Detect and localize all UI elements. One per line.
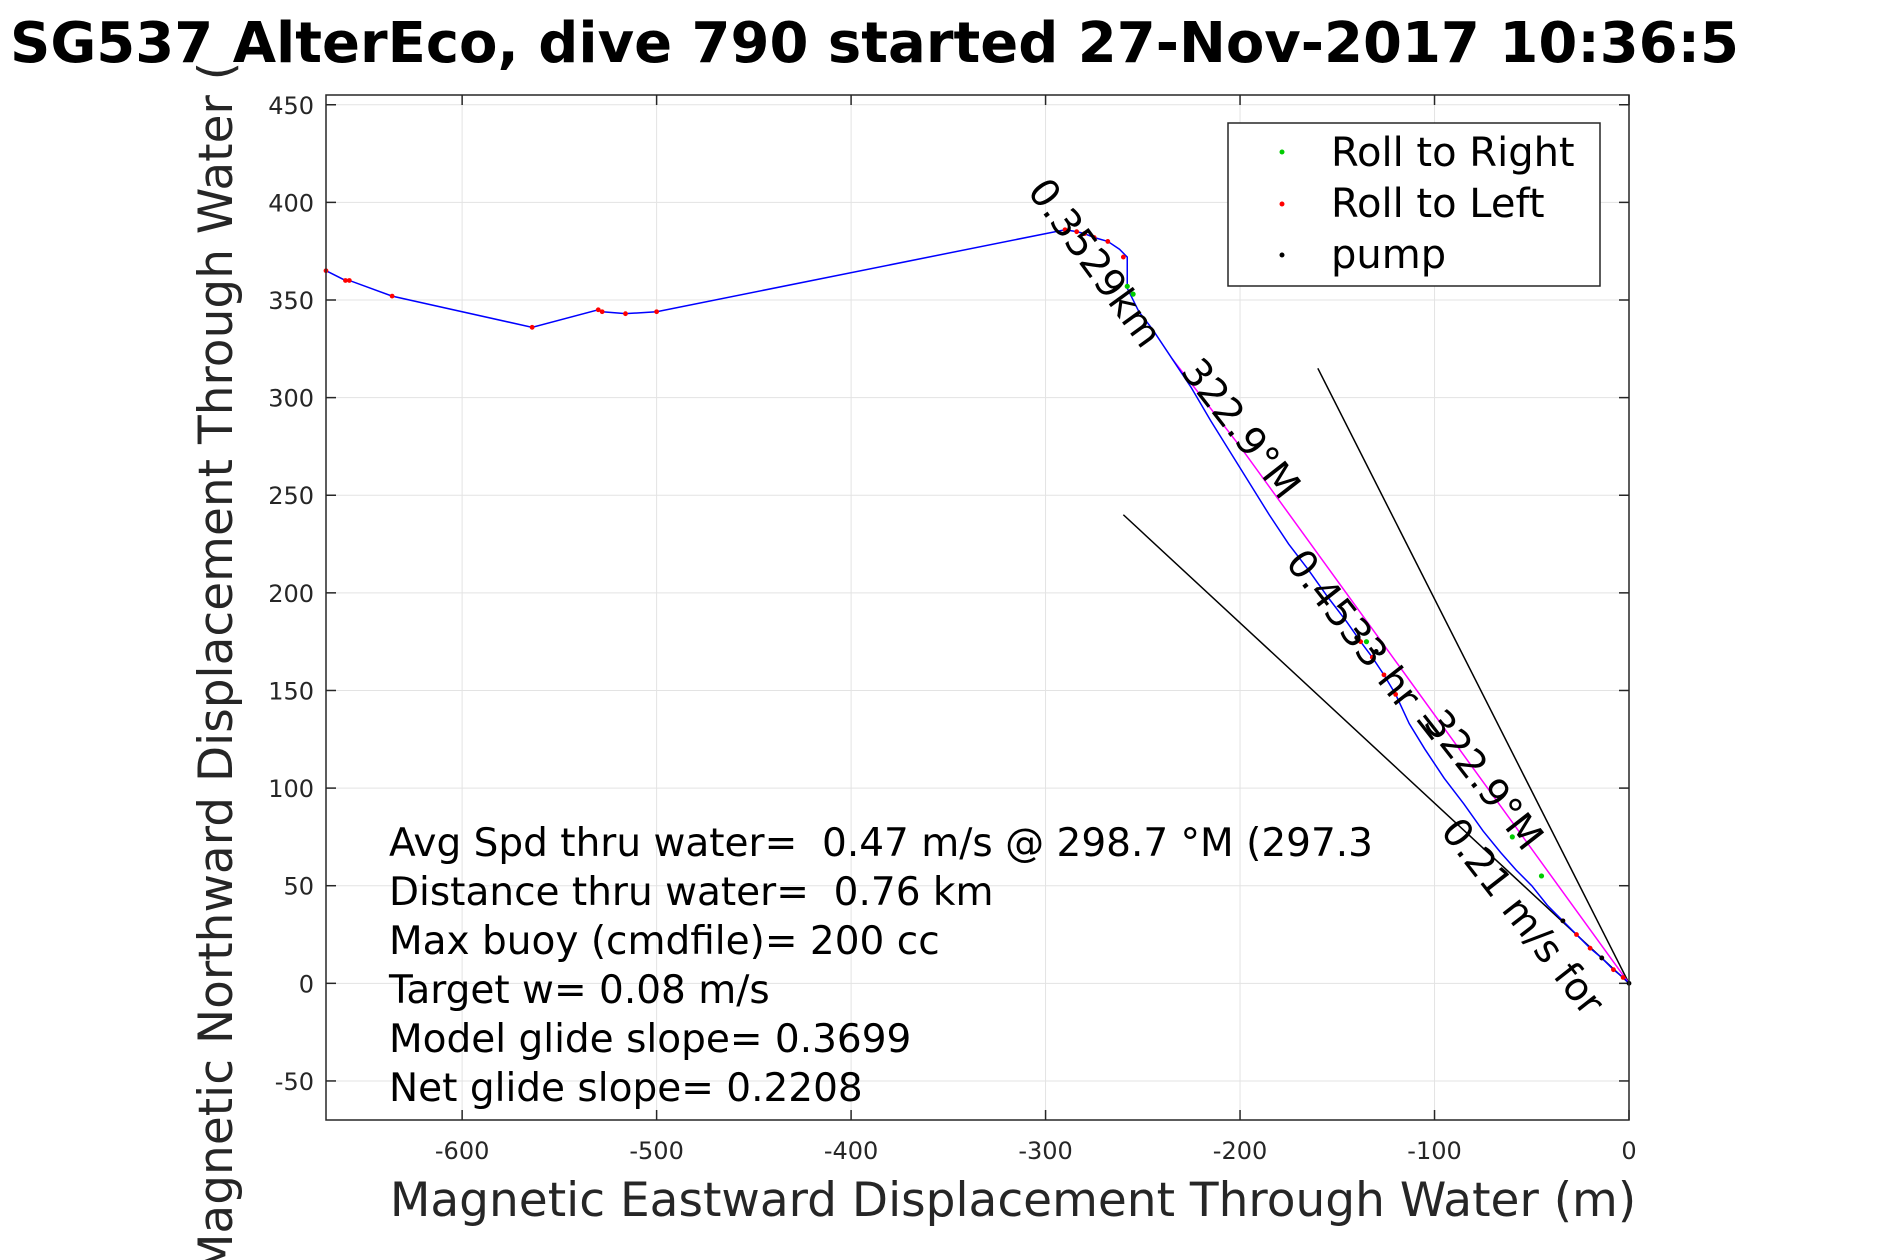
legend-box	[1227, 122, 1601, 287]
legend: Roll to Right Roll to Left pump	[1227, 122, 1601, 287]
plot-frame	[325, 94, 1630, 1121]
roll-left-point	[1062, 227, 1068, 233]
chart-title: SG537 AlterEco, dive 790 started 27-Nov-…	[10, 11, 1739, 76]
roll-right-point	[1124, 283, 1130, 289]
roll-left-point	[654, 309, 660, 315]
x-tick-label: -600	[435, 1137, 489, 1165]
roll-left-point	[1381, 672, 1387, 678]
axis-ticks: -600 -500 -400 -300 -200 -100 0-50050100150200…	[268, 92, 1636, 1165]
legend-marker-pump	[1279, 252, 1285, 258]
y-tick-label: 450	[268, 92, 314, 120]
roll-left-point	[529, 324, 535, 330]
stat-line: Avg Spd thru water= 0.47 m/s @ 298.7 °M …	[389, 821, 1373, 866]
reference-line	[1122, 514, 1630, 984]
x-tick-label: -400	[824, 1137, 878, 1165]
x-axis-label: Magnetic Eastward Displacement Through W…	[390, 1173, 1636, 1228]
roll-right-point	[1509, 834, 1515, 840]
roll-left-point	[1393, 691, 1399, 697]
stat-line: Max buoy (cmdfile)= 200 cc	[389, 919, 940, 964]
stat-line: Model glide slope= 0.3699	[389, 1017, 911, 1062]
roll-left-point	[623, 311, 628, 317]
legend-marker-roll-left	[1279, 201, 1285, 207]
roll-left-point	[389, 293, 395, 299]
legend-label-roll-right: Roll to Right	[1331, 130, 1575, 176]
reference-lines	[1122, 367, 1630, 984]
roll-left-point	[1358, 639, 1364, 645]
roll-left-point	[346, 278, 352, 283]
roll-left-point	[1369, 654, 1375, 660]
track-annotation: 0.3529km	[1018, 170, 1170, 356]
y-tick-label: 100	[268, 775, 314, 803]
x-tick-label: -100	[1407, 1137, 1461, 1165]
roll-left-point	[1120, 254, 1126, 260]
roll-left-point	[343, 278, 348, 283]
y-tick-label: 350	[268, 287, 314, 315]
x-tick-label: -300	[1018, 1137, 1072, 1165]
stat-line: Distance thru water= 0.76 km	[389, 870, 993, 915]
roll-left-point	[1074, 229, 1080, 235]
points-layer	[323, 227, 1632, 986]
pump-point	[1373, 649, 1379, 654]
y-tick-label: 150	[268, 677, 314, 705]
roll-left-point	[1574, 932, 1579, 937]
x-tick-label: 0	[1621, 1137, 1636, 1165]
legend-label-pump: pump	[1331, 232, 1446, 278]
roll-left-point	[1611, 967, 1616, 973]
series-layer	[325, 228, 1630, 984]
model-track-line	[1171, 358, 1630, 984]
roll-left-point	[1587, 945, 1593, 951]
roll-left-point	[1105, 239, 1111, 244]
stats-block: Avg Spd thru water= 0.47 m/s @ 298.7 °M …	[388, 821, 1373, 1111]
stat-line: Net glide slope= 0.2208	[389, 1066, 863, 1111]
roll-left-point	[1620, 975, 1626, 980]
y-tick-label: 300	[268, 385, 314, 413]
reference-line	[1317, 367, 1630, 984]
pump-point	[1354, 635, 1360, 641]
roll-left-point	[1082, 231, 1087, 237]
y-tick-label: 50	[283, 873, 314, 901]
y-tick-label: 200	[268, 580, 314, 608]
x-tick-label: -500	[629, 1137, 683, 1165]
legend-label-roll-left: Roll to Left	[1331, 181, 1545, 227]
dive-track-line	[325, 228, 1630, 984]
pump-point	[1560, 918, 1566, 924]
y-tick-label: 250	[268, 482, 314, 510]
roll-left-point	[599, 309, 605, 315]
y-axis-label: Magnetic Northward Displacement Through …	[189, 62, 244, 1260]
roll-right-point	[1363, 639, 1370, 645]
y-tick-label: -50	[275, 1068, 314, 1096]
y-tick-label: 0	[299, 970, 314, 998]
x-tick-label: -200	[1213, 1137, 1267, 1165]
stat-line: Target w= 0.08 m/s	[388, 968, 770, 1013]
roll-left-point	[1091, 235, 1097, 240]
pump-point	[1599, 955, 1605, 961]
legend-marker-roll-right	[1279, 149, 1285, 155]
roll-right-point	[1130, 291, 1136, 297]
roll-left-point	[595, 307, 601, 313]
y-tick-label: 400	[268, 189, 314, 217]
roll-right-point	[1538, 873, 1545, 879]
